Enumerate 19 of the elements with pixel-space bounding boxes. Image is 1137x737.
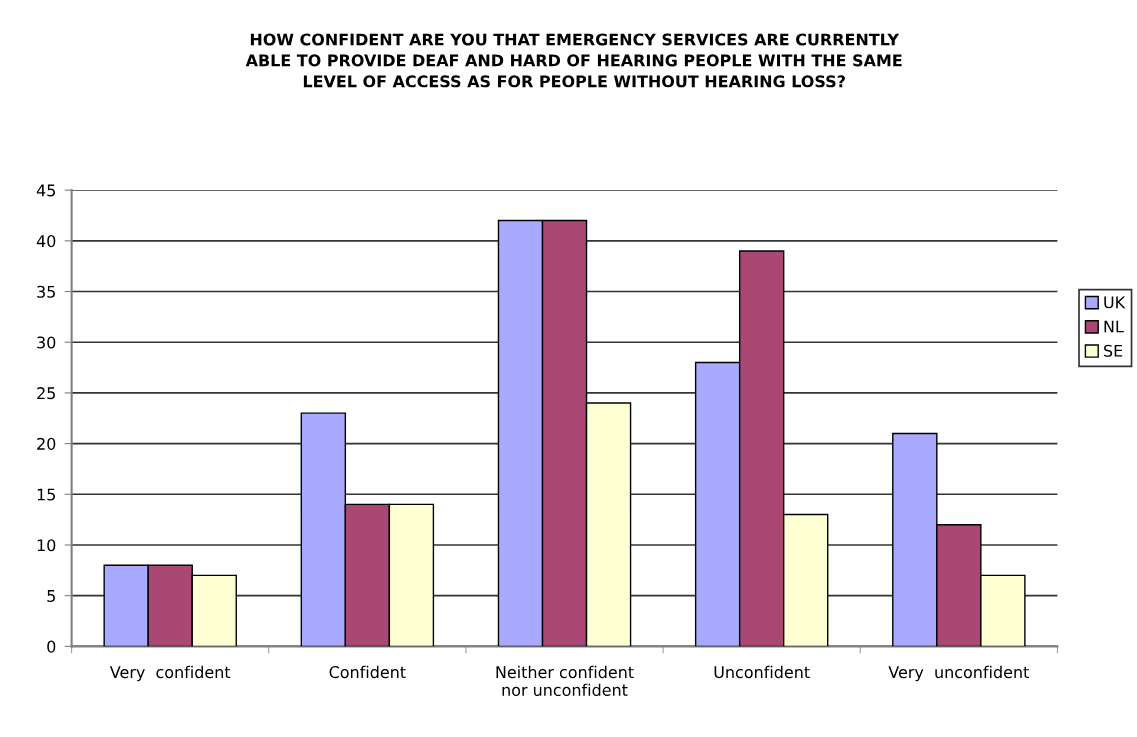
y-tick-label: 25 [37, 387, 55, 400]
x-tick-label: Unconfident [714, 665, 810, 679]
y-tick-label: 40 [36, 235, 56, 248]
y-tick-label: 5 [47, 590, 55, 602]
y-tick-label: 35 [37, 285, 55, 298]
y-tick-label: 30 [37, 336, 56, 349]
y-tick-label: 10 [37, 539, 56, 552]
x-tick-label: Confident [329, 665, 406, 679]
y-tick-label: 0 [47, 640, 56, 653]
x-tick-label: Neither confident nor unconfident [496, 665, 634, 697]
legend-label: NL [1104, 320, 1124, 333]
y-tick-label: 45 [36, 184, 55, 197]
x-tick-label: Very unconfident [888, 665, 1029, 682]
legend-label: UK [1104, 296, 1126, 309]
chart-title: HOW CONFIDENT ARE YOU THAT EMERGENCY SERVICES ARE CURRENTLY ABLE TO PROVIDE DEAF AND HARD OF HEARING PEOPLE WITH THE SAME LEVEL OF ACCESS AS FOR PEOPLE WITHOUT HEARING LOSS? [245, 33, 902, 88]
legend-label: SE [1104, 344, 1123, 357]
y-tick-label: 15 [37, 488, 55, 501]
y-tick-label: 20 [37, 437, 56, 450]
x-tick-label: Very confident [109, 665, 231, 682]
